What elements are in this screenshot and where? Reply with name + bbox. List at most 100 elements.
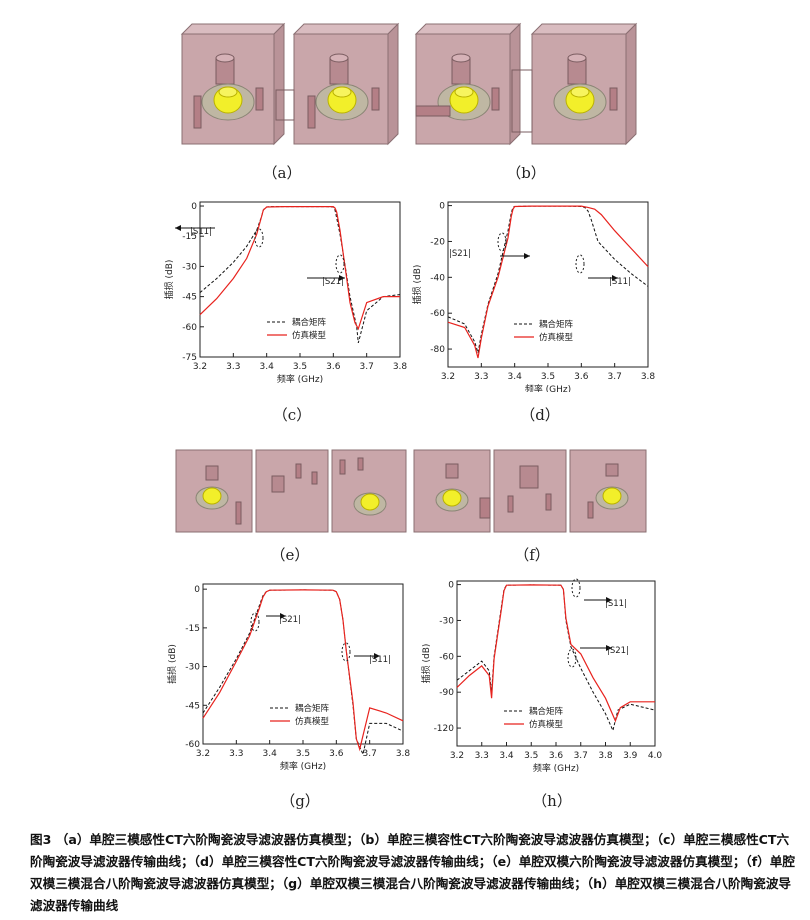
y-axis-label: 插损 (dB) (411, 265, 423, 305)
annotation-marker (497, 232, 507, 252)
y-tick-label: -60 (185, 740, 200, 750)
x-tick-label: 3.6 (574, 372, 589, 382)
legend-label-coupling-matrix: 耦合矩阵 (539, 319, 574, 330)
x-tick-label: 3.6 (326, 362, 341, 372)
series-line-simulation (456, 584, 655, 723)
model-b-render (414, 22, 638, 146)
series-line-simulation (199, 206, 400, 331)
annotation-arrowhead (612, 275, 618, 281)
annotation-label: |S21| (279, 615, 301, 625)
annotation-arrowhead (280, 613, 286, 619)
y-tick-label: -30 (185, 663, 200, 673)
chart-g: 3.2 3.3 3.4 3.5 3.6 3.7 3.8 0 -15 -30 -45 -60 频率 (GH… (158, 576, 413, 776)
x-tick-label: 3.4 (499, 751, 514, 761)
chart-c-svg: 3.2 3.3 3.4 3.5 3.6 3.7 3.8 0 -15 -30 -45 -60 -75 频率 … (163, 201, 408, 385)
x-tick-label: 3.2 (450, 751, 464, 761)
annotation-arrowhead (175, 225, 181, 231)
chart-h-svg: 3.2 3.3 3.4 3.5 3.6 3.7 3.8 3.9 4.0 0 -30 -60 -90 -12… (420, 578, 662, 774)
annotation-arrowhead (524, 253, 530, 259)
legend-label-coupling-matrix: 耦合矩阵 (295, 703, 330, 714)
cavity-3 (331, 449, 407, 533)
model-f-render (413, 449, 647, 533)
model-e-render (175, 449, 407, 533)
y-axis-label: 插损 (dB) (163, 260, 175, 300)
x-tick-label: 3.7 (363, 749, 377, 759)
y-axis-label: 插损 (dB) (420, 644, 432, 684)
coupling-window (511, 69, 533, 133)
annotation-label: |S11| (609, 277, 631, 287)
annotation-label: |S21| (449, 249, 471, 259)
annotation-marker (250, 612, 260, 632)
cavity-2 (493, 449, 567, 533)
model-a-render (180, 22, 400, 146)
cavity-2 (255, 449, 329, 533)
y-tick-label: 0 (448, 581, 454, 591)
coupling-window (275, 89, 295, 121)
series-line-simulation (447, 205, 649, 359)
annotation-label: |S11| (190, 227, 212, 237)
x-tick-label: 3.4 (508, 372, 523, 382)
sublabel-g: （g） (280, 792, 320, 810)
x-tick-label: 3.3 (229, 749, 243, 759)
cavity-right (530, 22, 638, 146)
legend-label-simulation: 仿真模型 (539, 332, 574, 343)
y-tick-label: 0 (194, 585, 200, 595)
figure-caption: 图3 （a）单腔三模感性CT六阶陶瓷波导滤波器仿真模型；（b）单腔三模容性CT六… (30, 832, 795, 913)
y-tick-label: -60 (439, 652, 454, 662)
x-tick-label: 3.8 (396, 749, 411, 759)
legend-label-simulation: 仿真模型 (529, 719, 564, 730)
legend-label-simulation: 仿真模型 (295, 716, 330, 727)
x-tick-label: 3.6 (549, 751, 564, 761)
x-tick-label: 3.7 (360, 362, 374, 372)
x-tick-label: 3.5 (524, 751, 538, 761)
y-tick-label: -120 (434, 724, 455, 734)
legend-label-coupling-matrix: 耦合矩阵 (529, 706, 564, 717)
annotation-marker (571, 578, 581, 598)
model-f (410, 442, 650, 542)
x-tick-label: 3.5 (296, 749, 310, 759)
y-tick-label: -20 (430, 237, 445, 247)
annotation-marker (341, 642, 351, 662)
annotation-label: |S21| (607, 646, 629, 656)
x-tick-label: 3.2 (196, 749, 210, 759)
chart-g-svg: 3.2 3.3 3.4 3.5 3.6 3.7 3.8 0 -15 -30 -45 -60 频率 (GH… (166, 583, 411, 772)
y-axis-label: 插损 (dB) (166, 644, 178, 684)
y-tick-label: -30 (182, 262, 197, 272)
x-tick-label: 3.3 (226, 362, 240, 372)
y-tick-label: -15 (182, 232, 197, 242)
series-line-simulation (202, 589, 404, 752)
chart-d: 3.2 3.3 3.4 3.5 3.6 3.7 3.8 0 -20 -40 -60 -80 频率 (GH… (408, 194, 658, 395)
x-tick-label: 3.9 (623, 751, 638, 761)
chart-h: 3.2 3.3 3.4 3.5 3.6 3.7 3.8 3.9 4.0 0 -30 -60 -90 -12… (412, 576, 662, 776)
model-a (176, 20, 406, 165)
chart-d-svg: 3.2 3.3 3.4 3.5 3.6 3.7 3.8 0 -20 -40 -60 -80 频率 (GH… (411, 201, 655, 395)
y-tick-label: -60 (430, 309, 445, 319)
model-e (172, 442, 410, 542)
series-line-coupling-matrix (202, 589, 404, 756)
y-tick-label: -45 (185, 701, 200, 711)
x-axis-label: 频率 (GHz) (277, 373, 323, 385)
x-tick-label: 3.7 (574, 751, 588, 761)
cavity-3 (569, 449, 647, 533)
annotation-label: |S11| (605, 599, 627, 609)
annotation-arrowhead (374, 653, 380, 659)
x-tick-label: 3.7 (608, 372, 622, 382)
x-tick-label: 3.4 (260, 362, 275, 372)
y-tick-label: -60 (182, 323, 197, 333)
cavity-1 (175, 449, 253, 533)
y-tick-label: 0 (191, 202, 197, 212)
cavity-right (292, 22, 400, 146)
x-tick-label: 3.2 (193, 362, 207, 372)
y-tick-label: -90 (439, 688, 454, 698)
annotation-marker (567, 648, 577, 668)
legend-label-simulation: 仿真模型 (292, 330, 327, 341)
x-tick-label: 3.6 (329, 749, 344, 759)
x-axis-label: 频率 (GHz) (525, 383, 571, 392)
x-tick-label: 3.5 (293, 362, 307, 372)
sublabel-f: （f） (514, 546, 550, 564)
y-tick-label: -30 (439, 616, 454, 626)
cavity-left (180, 22, 286, 146)
cavity-1 (413, 449, 491, 533)
x-tick-label: 3.2 (441, 372, 455, 382)
x-tick-label: 3.8 (393, 362, 408, 372)
